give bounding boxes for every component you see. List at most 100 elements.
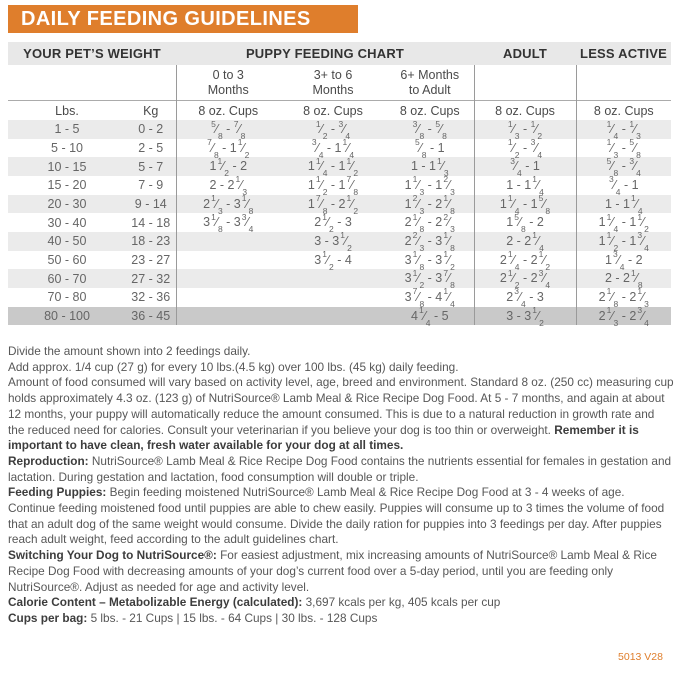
header-puppy-feeding-chart: PUPPY FEEDING CHART <box>176 42 475 65</box>
less-active-cell: 1 1⁄2 - 1 3⁄4 <box>575 230 672 253</box>
lbs-cell: 30 - 40 <box>47 215 87 230</box>
kg-cell: 0 - 2 <box>126 120 176 139</box>
kg-cell: 18 - 23 <box>126 231 176 251</box>
note-paragraph: Reproduction: NutriSource® Lamb Meal & R… <box>8 453 672 484</box>
lbs-cell: 15 - 20 <box>47 178 87 193</box>
adult-cell: 1 1⁄4 - 1 5⁄8 <box>473 193 577 216</box>
months-0-3-cell: 1 1⁄2 - 2 <box>175 156 280 178</box>
months-3-6-cell: 3⁄4 - 1 1⁄4 <box>311 137 355 160</box>
header-months-3-6: 3+ to 6 Months <box>280 65 386 101</box>
sku-code: 5013 V28 <box>618 651 663 663</box>
kg-cell: 23 - 27 <box>131 252 171 267</box>
less-active-cell: 2 1⁄3 - 2 3⁄4 <box>575 305 672 328</box>
months-6-to-adult-cell: 5⁄8 - 1 <box>414 137 445 160</box>
lbs-cell: 60 - 70 <box>8 269 126 288</box>
note-paragraph: Amount of food consumed will vary based … <box>8 375 674 453</box>
lbs-cell: 40 - 50 <box>8 231 126 251</box>
table-row: 30 - 40 14 - 18 3 1⁄8 - 3 3⁄4 2 1⁄2 - 3 2 1⁄… <box>8 211 672 235</box>
less-active-cell: 1⁄4 - 1⁄3 <box>575 119 672 141</box>
table-row: 5 - 10 2 - 5 7⁄8 - 1 1⁄2 3⁄4 - 1 1⁄4 5⁄8 - 1… <box>8 137 672 160</box>
months-6-to-adult-cell: 1 1⁄3 - 1 2⁄3 <box>404 174 455 198</box>
months-3-6-cell <box>280 269 386 288</box>
units-header-row: Lbs. Kg 8 oz. Cups 8 oz. Cups 8 oz. Cups… <box>8 100 672 120</box>
adult-cell: 1⁄2 - 3⁄4 <box>473 137 577 160</box>
months-6-to-adult-cell: 3 1⁄2 - 3 7⁄8 <box>386 268 475 290</box>
feeding-guidelines-table: YOUR PET’S WEIGHT PUPPY FEEDING CHART AD… <box>8 42 672 328</box>
header-your-pets-weight: YOUR PET’S WEIGHT <box>8 42 176 65</box>
lbs-cell: 80 - 100 <box>8 306 126 326</box>
months-3-6-cell: 3 1⁄2 - 4 <box>314 249 352 272</box>
unit-cups-3-6: 8 oz. Cups <box>280 100 386 120</box>
adult-cell: 2 3⁄4 - 3 <box>473 286 577 309</box>
months-6-to-adult-cell: 1 - 1 1⁄3 <box>386 156 475 178</box>
months-header-less-active-spacer <box>575 65 672 101</box>
months-6-to-adult-cell: 1 2⁄3 - 2 1⁄8 <box>386 193 475 216</box>
months-3-6-cell: 1 1⁄4 - 1 1⁄2 <box>280 156 386 178</box>
note-paragraph: Divide the amount shown into 2 feedings … <box>8 344 251 358</box>
lbs-cell: 5 - 10 <box>51 140 83 155</box>
months-0-3-cell <box>175 306 280 326</box>
note-paragraph: Cups per bag: 5 lbs. - 21 Cups | 15 lbs.… <box>8 610 378 625</box>
months-0-3-cell: 7⁄8 - 1 1⁄2 <box>175 137 280 160</box>
lbs-cell: 10 - 15 <box>8 157 126 176</box>
kg-cell: 36 - 45 <box>126 306 176 326</box>
less-active-cell: 1⁄3 - 5⁄8 <box>575 137 672 160</box>
months-6-to-adult-cell: 3 7⁄8 - 4 1⁄4 <box>404 286 455 310</box>
adult-cell: 2 1⁄4 - 2 1⁄2 <box>473 249 577 272</box>
months-header-row: 0 to 3 Months 3+ to 6 Months 6+ Months t… <box>8 65 672 101</box>
months-3-6-cell: 3 - 3 1⁄2 <box>280 230 386 253</box>
months-header-adult-spacer <box>473 65 577 101</box>
months-6-to-adult-cell: 4 1⁄4 - 5 <box>386 305 475 328</box>
table-row: 50 - 60 23 - 27 3 1⁄2 - 4 3 1⁄8 - 3 1⁄2 2 1⁄… <box>8 249 672 272</box>
note-paragraph: Calorie Content – Metabolizable Energy (… <box>8 595 501 610</box>
adult-cell: 3 - 3 1⁄2 <box>473 305 577 328</box>
unit-lbs: Lbs. <box>8 100 126 120</box>
notes: Divide the amount shown into 2 feedings … <box>8 344 674 627</box>
months-3-6-cell: 1 7⁄8 - 2 1⁄2 <box>280 193 386 216</box>
less-active-cell: 3⁄4 - 1 <box>575 174 672 197</box>
months-0-3-label: 0 to 3 Months <box>207 68 249 97</box>
lbs-cell: 1 - 5 <box>8 120 126 139</box>
unit-cups-adult: 8 oz. Cups <box>473 100 577 120</box>
months-0-3-cell <box>175 287 280 307</box>
table-row: 20 - 30 9 - 14 2 1⁄3 - 3 1⁄8 1 7⁄8 - 2 1⁄2 1… <box>8 193 672 216</box>
less-active-cell: 1 1⁄4 - 1 1⁄2 <box>575 212 672 234</box>
kg-cell: 27 - 32 <box>126 269 176 288</box>
lbs-cell: 50 - 60 <box>47 252 87 267</box>
kg-cell: 7 - 9 <box>138 178 164 193</box>
table-row: 60 - 70 27 - 32 3 1⁄2 - 3 7⁄8 2 1⁄2 - 2 3⁄4… <box>8 268 672 290</box>
months-6-to-adult-cell: 2 1⁄8 - 2 2⁄3 <box>404 211 455 235</box>
note-paragraph: Switching Your Dog to NutriSource®: For … <box>8 548 657 594</box>
header-adult: ADULT <box>474 42 577 65</box>
kg-cell: 14 - 18 <box>131 215 171 230</box>
kg-cell: 32 - 36 <box>131 290 171 305</box>
lbs-cell: 20 - 30 <box>8 194 126 214</box>
table-row: 15 - 20 7 - 9 2 - 2 1⁄3 1 1⁄2 - 1 7⁄8 1 1⁄3 … <box>8 174 672 198</box>
months-3-6-cell: 1⁄2 - 3⁄4 <box>280 119 386 141</box>
less-active-cell: 1 3⁄4 - 2 <box>575 249 672 272</box>
months-header-spacer <box>8 65 176 101</box>
header-months-0-3: 0 to 3 Months <box>175 65 280 101</box>
kg-cell: 2 - 5 <box>138 140 164 155</box>
kg-cell: 9 - 14 <box>126 194 176 214</box>
adult-cell: 1⁄3 - 1⁄2 <box>473 119 577 141</box>
less-active-cell: 5⁄8 - 3⁄4 <box>575 156 672 178</box>
months-3-6-cell: 2 1⁄2 - 3 <box>314 211 352 235</box>
adult-cell: 2 1⁄2 - 2 3⁄4 <box>473 268 577 290</box>
months-0-3-cell <box>175 269 280 288</box>
months-3-6-cell <box>280 306 386 326</box>
months-6-to-adult-cell: 2 2⁄3 - 3 1⁄8 <box>386 230 475 253</box>
unit-cups-0-3: 8 oz. Cups <box>175 100 280 120</box>
group-header-row: YOUR PET’S WEIGHT PUPPY FEEDING CHART AD… <box>8 42 672 65</box>
header-less-active: LESS ACTIVE <box>576 42 672 65</box>
adult-cell: 1 5⁄8 - 2 <box>473 212 577 234</box>
unit-cups-6-adult: 8 oz. Cups <box>386 100 475 120</box>
months-6-adult-label: 6+ Months to Adult <box>400 68 460 97</box>
months-6-to-adult-cell: 3 1⁄8 - 3 1⁄2 <box>404 249 455 272</box>
months-3-6-cell: 1 1⁄2 - 1 7⁄8 <box>307 174 359 198</box>
adult-cell: 2 - 2 1⁄4 <box>473 230 577 253</box>
